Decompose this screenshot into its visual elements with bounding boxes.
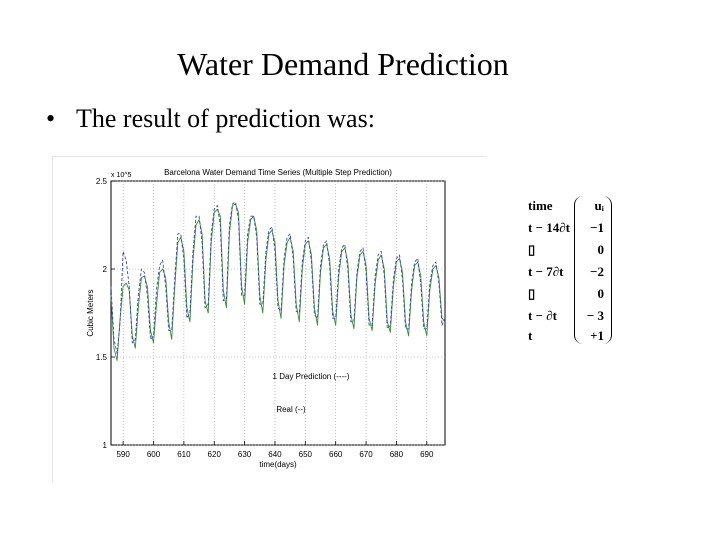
row-u: − 3 bbox=[586, 308, 604, 323]
chart-frame: 590 600 610 620 630 640 650 660 670 680 690 1 1.5 2 2.… bbox=[52, 156, 487, 483]
row-u: 0 bbox=[597, 286, 605, 301]
right-paren bbox=[603, 196, 612, 344]
annotation-prediction: 1 Day Prediction (----) bbox=[273, 372, 350, 381]
bullet-text: The result of prediction was: bbox=[76, 104, 375, 133]
x-tick-label: 630 bbox=[238, 450, 252, 459]
row-u: +1 bbox=[590, 328, 604, 343]
y-scale-note: x 10^5 bbox=[111, 172, 132, 179]
x-tick-label: 610 bbox=[177, 450, 191, 459]
formula-row: t − 14∂t −1 bbox=[522, 220, 612, 240]
y-tick-label: 2 bbox=[103, 265, 108, 274]
y-tick-label: 1 bbox=[103, 441, 108, 450]
chart-title: Barcelona Water Demand Time Series (Mult… bbox=[164, 168, 392, 177]
row-time: ▯ bbox=[528, 286, 536, 301]
y-axis-label: Cubic Meters bbox=[86, 289, 95, 336]
x-tick-label: 670 bbox=[359, 450, 373, 459]
x-tick-label: 680 bbox=[390, 450, 404, 459]
annotation-real: Real (--) bbox=[276, 405, 306, 414]
row-time: t − ∂t bbox=[528, 308, 557, 323]
slide-title: Water Demand Prediction bbox=[177, 46, 509, 82]
input-selection-vector: time uᵢ t − 14∂t −1 ▯ 0 t − 7∂t −2 ▯ 0 t… bbox=[522, 194, 612, 346]
series-line-prediction bbox=[110, 201, 446, 354]
bullet-item: • The result of prediction was: bbox=[46, 104, 375, 134]
row-time: ▯ bbox=[528, 242, 536, 257]
x-tick-label: 690 bbox=[420, 450, 434, 459]
row-u: −1 bbox=[590, 220, 604, 235]
formula-header: time uᵢ bbox=[522, 198, 612, 218]
bullet-dot: • bbox=[46, 104, 56, 133]
x-tick-label: 620 bbox=[208, 450, 222, 459]
plot-area bbox=[110, 180, 446, 446]
x-tick-label: 660 bbox=[329, 450, 343, 459]
row-time: t − 7∂t bbox=[528, 264, 564, 279]
formula-row: t − 7∂t −2 bbox=[522, 264, 612, 284]
header-u: uᵢ bbox=[594, 198, 604, 213]
y-tick-label: 2.5 bbox=[96, 177, 108, 186]
x-axis-label: time(days) bbox=[259, 460, 297, 469]
header-time: time bbox=[528, 198, 553, 213]
x-tick-label: 640 bbox=[268, 450, 282, 459]
formula-row: t − ∂t − 3 bbox=[522, 308, 612, 328]
x-tick-label: 590 bbox=[116, 450, 130, 459]
formula-row: t +1 bbox=[522, 328, 612, 348]
formula-row: ▯ 0 bbox=[522, 286, 612, 306]
x-tick-label: 650 bbox=[299, 450, 313, 459]
row-u: −2 bbox=[590, 264, 604, 279]
left-paren bbox=[574, 196, 583, 344]
row-time: t bbox=[528, 328, 533, 343]
y-tick-label: 1.5 bbox=[96, 353, 108, 362]
row-u: 0 bbox=[597, 242, 605, 257]
water-demand-chart: 590 600 610 620 630 640 650 660 670 680 690 1 1.5 2 2.… bbox=[86, 168, 446, 469]
row-time: t − 14∂t bbox=[528, 220, 570, 235]
x-tick-label: 600 bbox=[147, 450, 161, 459]
formula-row: ▯ 0 bbox=[522, 242, 612, 262]
